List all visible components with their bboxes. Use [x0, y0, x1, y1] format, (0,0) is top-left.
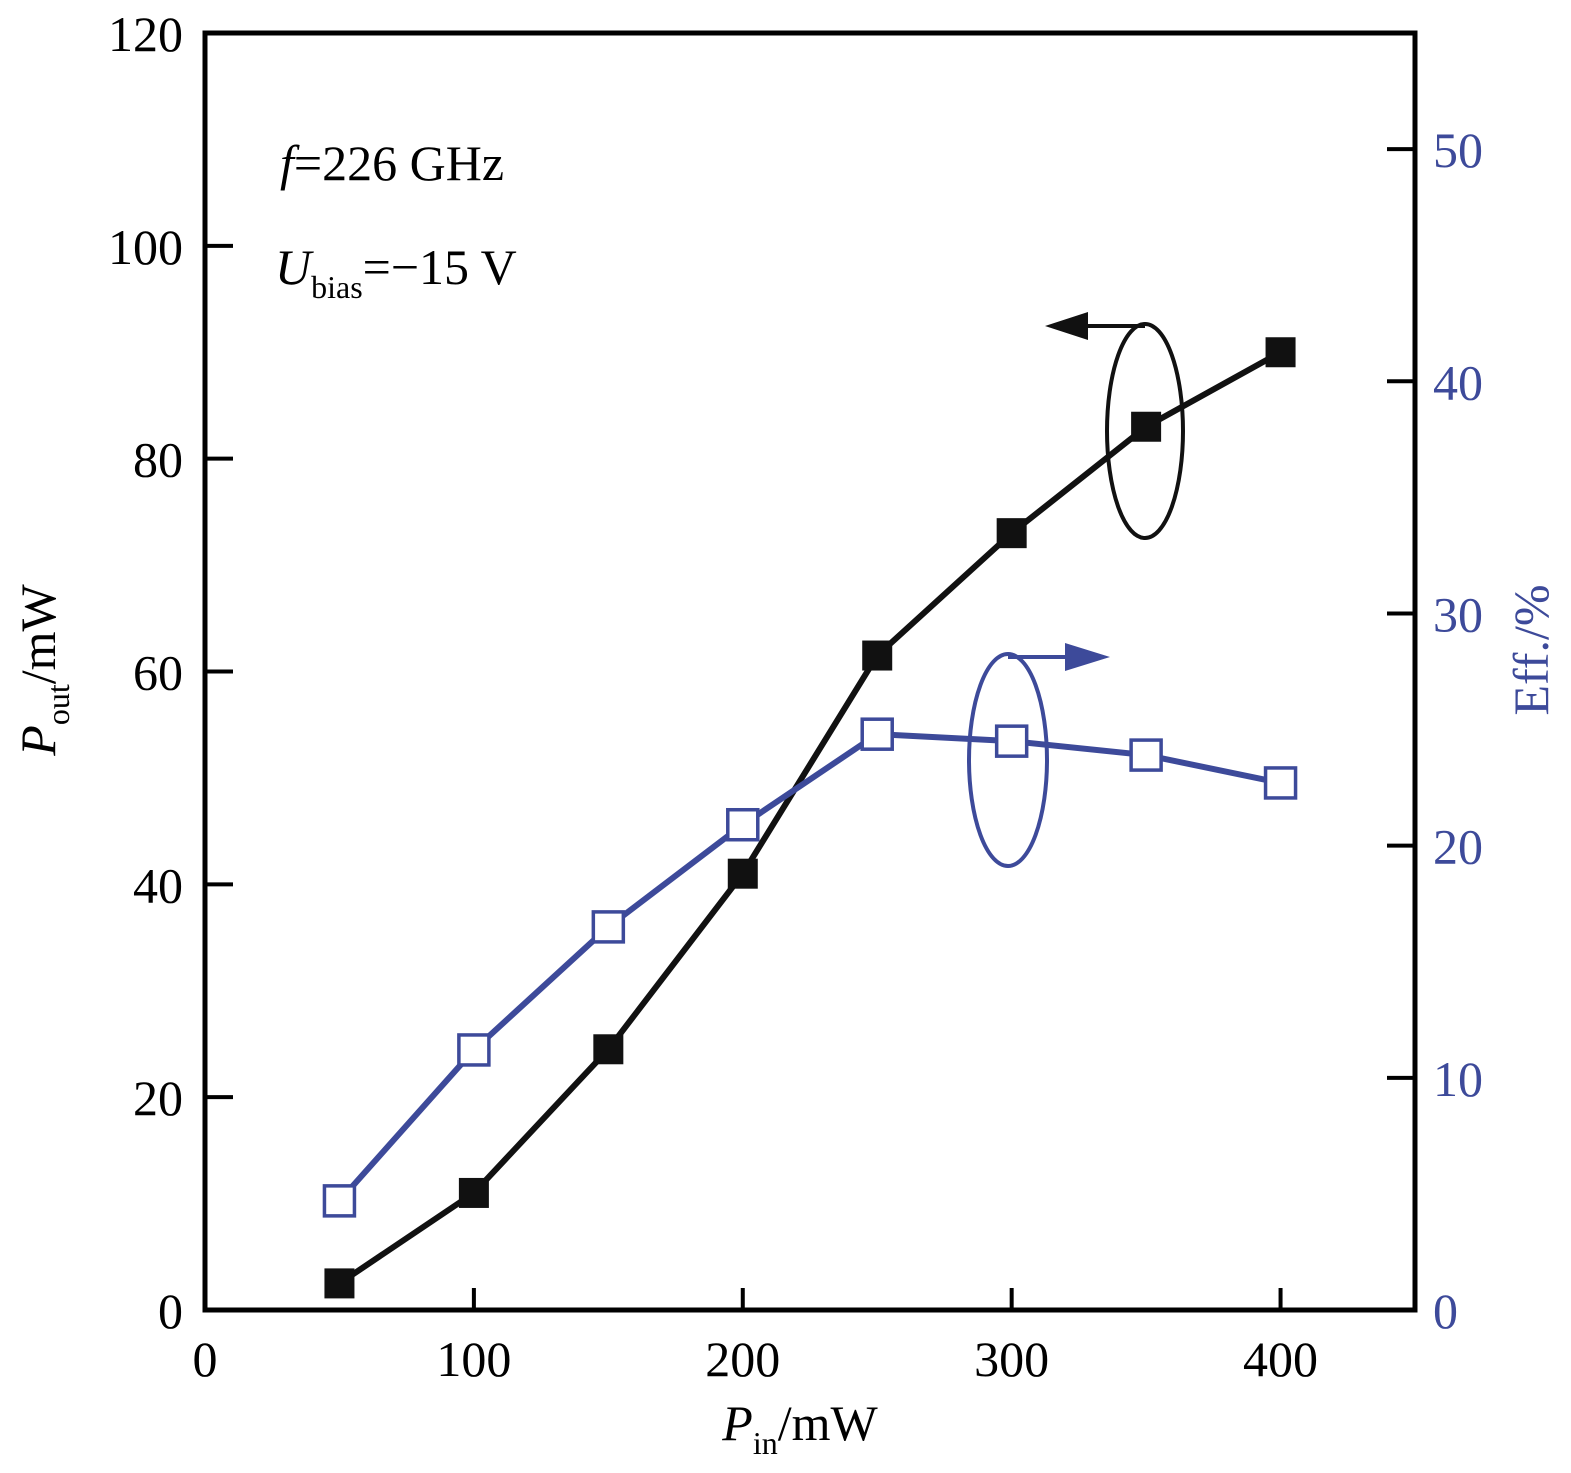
y-tick-label: 60 [133, 645, 183, 701]
eff-data-point [1263, 766, 1298, 800]
y2-tick-label: 10 [1433, 1051, 1483, 1107]
pout-data-point [324, 1268, 355, 1299]
plot-frame [202, 30, 1418, 1313]
eff-callout-arrowhead [1065, 643, 1110, 671]
y-axis-label-main: P [10, 725, 66, 757]
y-axis-label-sub: out [40, 684, 76, 725]
eff-data-point [1129, 738, 1163, 772]
eff-data-point [994, 724, 1029, 758]
x-axis-label: Pin/mW [721, 1395, 878, 1461]
eff-series-line [337, 731, 1282, 1203]
y-axis-ticks: 0 20 40 60 80 100 120 [108, 6, 233, 1339]
y-tick-label: 120 [108, 6, 183, 62]
eff-data-point [591, 910, 626, 944]
x-axis-label-sub: in [753, 1425, 778, 1461]
x-axis-ticks: 0 100 200 300 400 [193, 1288, 1318, 1387]
eff-data-point [860, 717, 894, 751]
y2-tick-label: 50 [1433, 122, 1483, 178]
pout-data-point [1131, 411, 1162, 442]
y2-tick-label: 40 [1433, 354, 1483, 410]
bias-annotation-symbol: U [275, 239, 314, 295]
x-tick-label: 100 [436, 1331, 511, 1387]
y2-tick-label: 0 [1433, 1283, 1458, 1339]
pout-series-line [337, 349, 1283, 1286]
bias-annotation: Ubias=−15 V [275, 239, 517, 305]
frequency-annotation-value: =226 GHz [294, 135, 504, 191]
callout-annotations [967, 312, 1185, 868]
bias-annotation-sub: bias [311, 269, 363, 305]
x-tick-label: 400 [1243, 1331, 1318, 1387]
eff-data-point [457, 1033, 491, 1067]
eff-data-point [726, 807, 760, 842]
y-tick-label: 0 [158, 1283, 183, 1339]
y-tick-label: 80 [133, 432, 183, 488]
pout-data-point [458, 1177, 489, 1208]
eff-callout-ellipse [967, 652, 1049, 868]
y2-tick-label: 20 [1433, 819, 1483, 875]
y-tick-label: 100 [108, 219, 183, 275]
x-tick-label: 300 [974, 1331, 1049, 1387]
x-tick-label: 200 [705, 1331, 780, 1387]
y-axis-label-unit: /mW [10, 583, 66, 684]
pout-data-point [1265, 337, 1296, 368]
eff-data-point [322, 1184, 357, 1218]
y-axis-label: Pout/mW [10, 583, 76, 756]
x-tick-label: 0 [193, 1331, 218, 1387]
bias-annotation-value: =−15 V [363, 239, 517, 295]
y2-axis-label: Eff./% [1503, 585, 1559, 716]
frequency-annotation: f=226 GHz [280, 135, 504, 191]
pout-data-point [593, 1034, 624, 1065]
pout-data-point [996, 518, 1027, 549]
y-tick-label: 20 [133, 1070, 183, 1126]
y2-tick-label: 30 [1433, 586, 1483, 642]
pout-callout-arrowhead [1045, 312, 1088, 340]
x-axis-label-unit: /mW [778, 1395, 879, 1451]
pout-data-point [727, 858, 758, 889]
series-layer [322, 337, 1298, 1299]
pout-data-point [862, 640, 893, 671]
y-tick-label: 40 [133, 857, 183, 913]
x-axis-label-main: P [721, 1395, 753, 1451]
y2-axis-ticks: 0 10 20 30 40 50 [1387, 122, 1483, 1339]
